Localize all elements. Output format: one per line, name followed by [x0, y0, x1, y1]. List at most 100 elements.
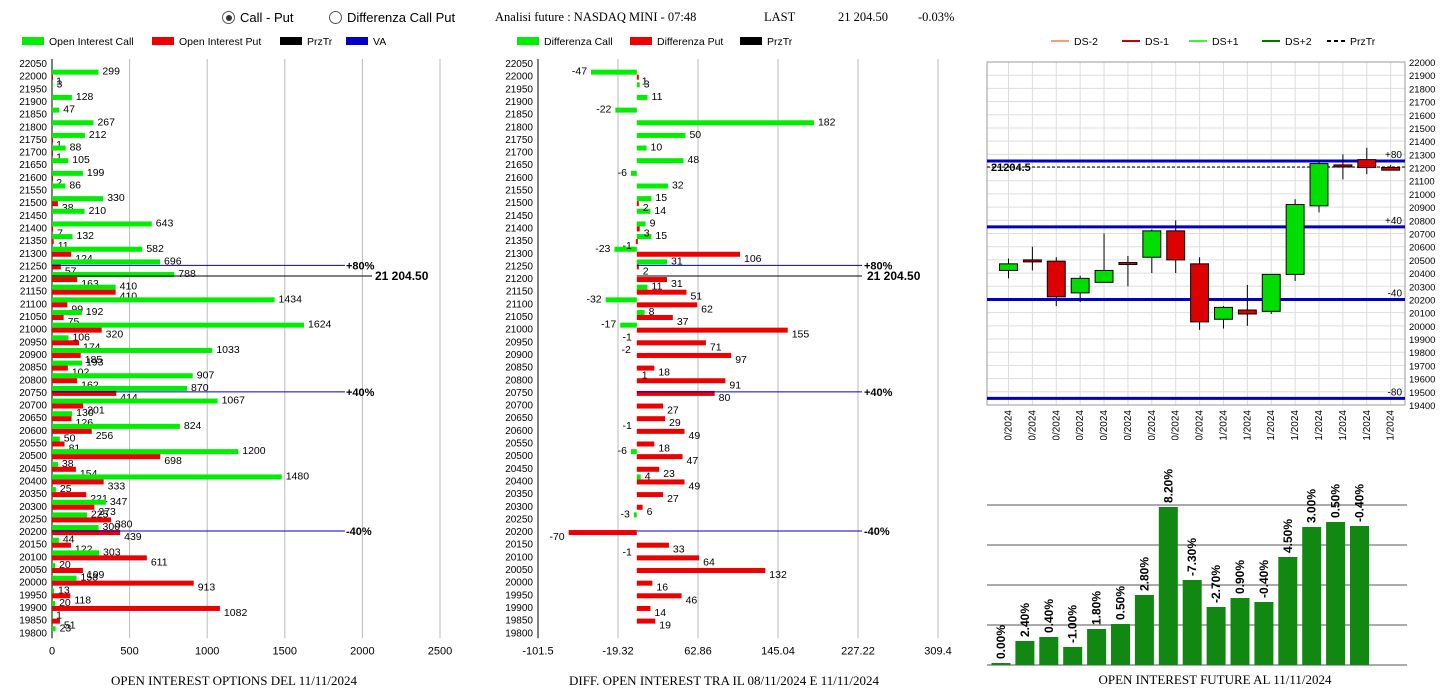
- diff-value-label: 29: [669, 417, 681, 429]
- future-bar: [1302, 527, 1322, 665]
- y-tick-label: 20850: [505, 363, 533, 374]
- diff-call-bar: [636, 310, 645, 315]
- x-tick-label: 08/11/2024: [1338, 410, 1349, 440]
- future-value-label: 2.40%: [1018, 603, 1032, 637]
- put-value-label: 1: [56, 152, 62, 164]
- call-value-label: 130: [76, 407, 94, 419]
- y-tick-label: 20650: [505, 413, 533, 424]
- price-label: 21204.5: [991, 162, 1031, 174]
- diff-value-label: 27: [667, 493, 679, 505]
- diff-value-label: 33: [673, 544, 685, 556]
- y-tick-label: 19900: [1409, 335, 1435, 346]
- diff-put-bar: [636, 492, 664, 498]
- put-bar: [52, 327, 102, 333]
- future-bar: [1158, 507, 1178, 665]
- y-tick-label: 20250: [19, 514, 47, 525]
- diff-value-label: 2: [643, 265, 649, 277]
- y-tick-label: 20200: [19, 527, 47, 538]
- diff-value-label: 64: [703, 556, 715, 568]
- call-bar: [52, 310, 82, 315]
- put-value-label: 118: [74, 594, 91, 606]
- radio-differenza-call-put[interactable]: Differenza Call Put: [329, 10, 455, 25]
- y-tick-label: 21000: [505, 325, 533, 336]
- top-bar: Call - Put Differenza Call Put Analisi f…: [0, 0, 1454, 34]
- call-bar: [52, 132, 85, 138]
- put-value-label: 1082: [224, 607, 248, 619]
- call-value-label: 824: [184, 420, 202, 432]
- put-bar: [52, 428, 92, 434]
- x-tick-label: 1500: [273, 645, 297, 657]
- chart-caption: OPEN INTEREST OPTIONS DEL 11/11/2024: [111, 673, 358, 688]
- diff-value-label: 27: [667, 405, 679, 417]
- future-value-label: 4.50%: [1281, 519, 1295, 553]
- call-bar: [52, 82, 53, 88]
- diff-value-label: 91: [729, 379, 741, 391]
- put-bar: [52, 340, 80, 346]
- future-candlestick-chart: DS-2 DS-1 DS+1 DS+2 PrzTr 19400 19500 19600 1970…: [986, 36, 1435, 440]
- future-value-label: -0.40%: [1257, 560, 1271, 598]
- diff-value-label: 14: [654, 205, 666, 217]
- put-bar: [52, 251, 72, 257]
- legend-swatch: [152, 37, 174, 45]
- diff-put-bar: [636, 378, 726, 384]
- y-tick-label: 20500: [1409, 256, 1435, 267]
- radio-differenza-label: Differenza Call Put: [347, 10, 456, 25]
- call-bar: [52, 474, 282, 480]
- radio-dot-icon: [329, 11, 342, 24]
- candle-body: [1022, 259, 1042, 263]
- level-label: +40%: [864, 387, 893, 399]
- y-tick-label: 22000: [1409, 58, 1435, 69]
- diff-value-label: 6: [647, 506, 653, 518]
- legend-label: VA: [373, 36, 386, 48]
- candle-body: [1190, 263, 1210, 323]
- put-bar: [52, 530, 121, 536]
- diff-call-bar: [620, 322, 637, 328]
- put-value-label: 611: [151, 556, 168, 568]
- call-value-label: 870: [191, 382, 209, 394]
- put-bar: [52, 466, 76, 472]
- x-tick-label: 24/10/2024: [1075, 410, 1086, 440]
- x-tick-label: 0: [49, 645, 55, 657]
- y-tick-label: 20700: [19, 401, 47, 412]
- level-label: +80%: [346, 260, 375, 272]
- y-tick-label: 20950: [19, 337, 47, 348]
- y-tick-label: 21850: [19, 110, 47, 121]
- radio-dot-icon: [222, 11, 235, 24]
- diff-call-bar: [636, 208, 651, 214]
- diff-value-label: 10: [651, 142, 663, 154]
- diff-value-label: 51: [690, 291, 702, 303]
- legend-swatch: [630, 37, 652, 45]
- diff-call-bar: [605, 297, 637, 303]
- call-value-label: 20: [59, 597, 71, 609]
- radio-call-put[interactable]: Call - Put: [222, 10, 293, 25]
- y-tick-label: 20450: [19, 464, 47, 475]
- call-bar: [52, 423, 180, 429]
- call-value-label: 1434: [279, 293, 303, 305]
- level-label: -80: [1388, 387, 1403, 398]
- y-tick-label: 21050: [19, 312, 47, 323]
- y-tick-label: 20000: [1409, 322, 1435, 333]
- y-tick-label: 20350: [19, 489, 47, 500]
- future-value-label: -0.40%: [1353, 484, 1367, 522]
- call-value-label: 192: [86, 306, 104, 318]
- call-bar: [52, 563, 56, 568]
- call-bar: [52, 613, 53, 619]
- put-value-label: 185: [85, 354, 103, 366]
- future-value-label: -2.70%: [1209, 565, 1223, 603]
- put-bar: [52, 289, 116, 295]
- put-value-label: 256: [96, 430, 114, 442]
- call-bar: [52, 183, 66, 189]
- diff-put-bar: [568, 530, 637, 536]
- y-tick-label: 20400: [19, 476, 47, 487]
- call-bar: [52, 525, 99, 531]
- call-bar: [52, 537, 59, 543]
- put-bar: [52, 302, 68, 308]
- put-value-label: 201: [87, 405, 105, 417]
- call-value-label: 1624: [308, 319, 332, 331]
- diff-value-label: 132: [769, 569, 787, 581]
- y-tick-label: 20150: [505, 540, 533, 551]
- legend-label: Open Interest Put: [179, 36, 261, 48]
- diff-put-bar: [636, 542, 669, 548]
- put-bar: [52, 403, 84, 409]
- call-value-label: 132: [76, 230, 94, 242]
